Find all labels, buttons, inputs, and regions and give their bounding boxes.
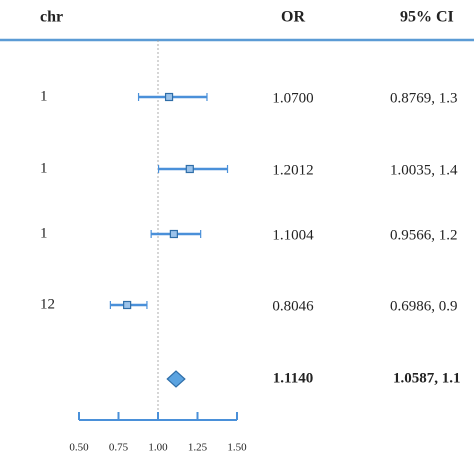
summary-or-label: 1.1140	[273, 370, 313, 386]
column-header: chr	[40, 9, 63, 26]
x-tick-label: 1.50	[227, 442, 247, 454]
or-label: 0.8046	[272, 298, 314, 314]
column-header: 95% CI	[400, 9, 454, 26]
x-tick-label: 1.00	[148, 442, 168, 454]
or-label: 1.0700	[272, 90, 313, 106]
or-label: 1.2012	[272, 162, 313, 178]
summary-ci-label: 1.0587, 1.1	[393, 370, 461, 386]
x-tick-label: 0.50	[69, 442, 89, 454]
or-point	[185, 164, 194, 174]
or-point	[169, 229, 178, 239]
ci-label: 0.9566, 1.2	[390, 227, 458, 243]
summary-diamond	[166, 370, 186, 388]
chr-label: 1	[40, 225, 48, 241]
column-header: OR	[281, 9, 305, 26]
chr-label: 12	[40, 296, 55, 312]
ci-label: 0.6986, 0.9	[390, 298, 458, 314]
ci-label: 0.8769, 1.3	[390, 90, 458, 106]
x-tick-label: 0.75	[109, 442, 129, 454]
or-label: 1.1004	[272, 227, 314, 243]
x-tick-label: 1.25	[188, 442, 208, 454]
or-point	[164, 92, 174, 102]
or-point	[123, 300, 132, 310]
ci-label: 1.0035, 1.4	[390, 162, 458, 178]
chr-label: 1	[40, 160, 48, 176]
chr-label: 1	[40, 88, 48, 104]
